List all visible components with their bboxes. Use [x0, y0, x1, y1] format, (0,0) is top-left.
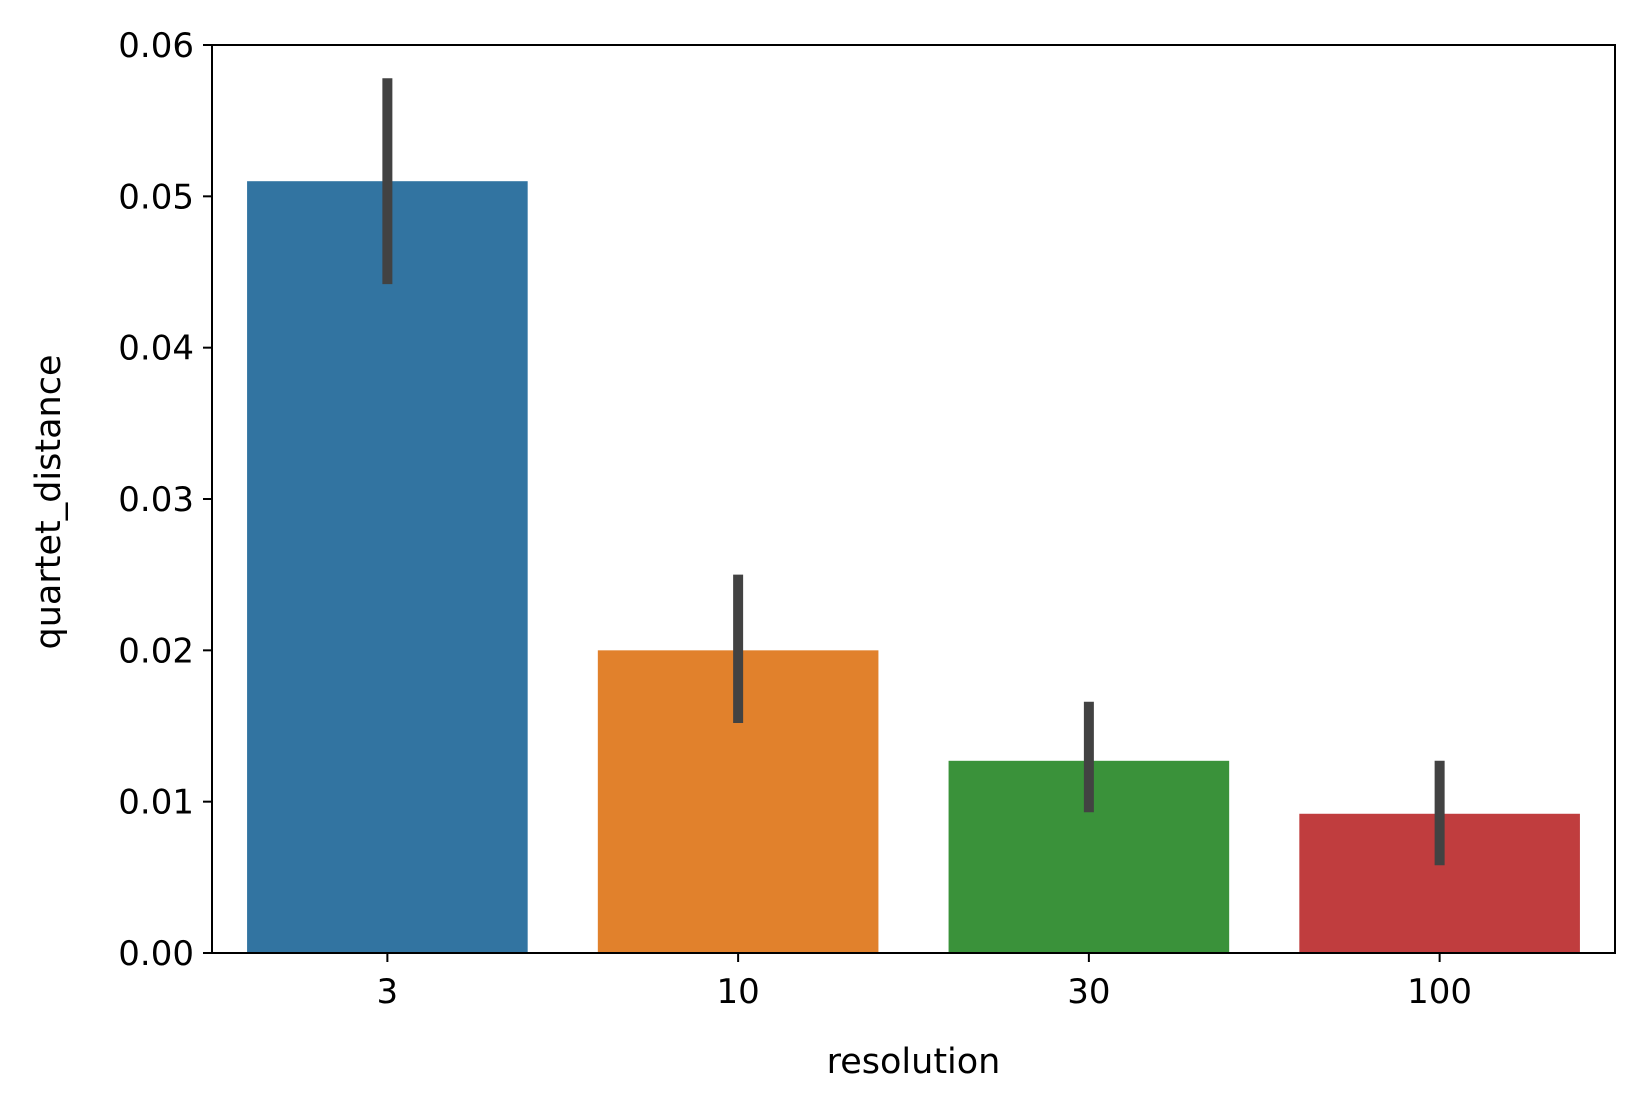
x-axis: 3 10 30 100	[377, 953, 1472, 1012]
x-tick-label: 100	[1407, 972, 1472, 1012]
y-axis: 0.00 0.01 0.02 0.03 0.04 0.05 0.06	[118, 26, 212, 974]
y-tick-label: 0.03	[118, 480, 194, 520]
x-tick-label: 10	[716, 972, 759, 1012]
y-tick-label: 0.01	[118, 783, 194, 823]
x-tick-label: 30	[1067, 972, 1110, 1012]
y-axis-label: quartet_distance	[29, 354, 69, 649]
error-bars-group	[382, 78, 1445, 866]
bar-3	[247, 181, 528, 953]
x-tick-label: 3	[377, 972, 399, 1012]
y-tick-label: 0.04	[118, 329, 194, 369]
y-tick-label: 0.02	[118, 631, 194, 671]
x-axis-label: resolution	[827, 1042, 1001, 1082]
y-tick-label: 0.06	[118, 26, 194, 66]
y-tick-label: 0.00	[118, 934, 194, 974]
y-tick-label: 0.05	[118, 177, 194, 217]
